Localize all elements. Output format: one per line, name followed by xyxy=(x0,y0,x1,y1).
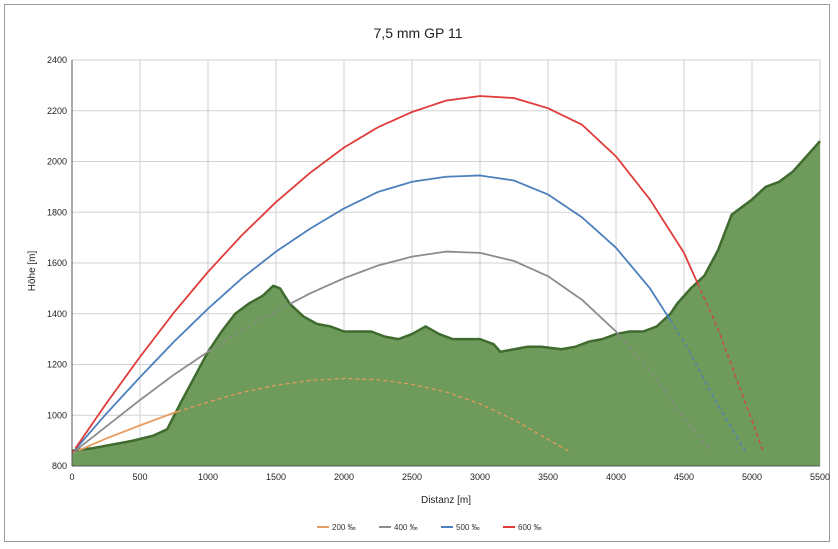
y-tick-label: 1800 xyxy=(47,207,67,217)
y-axis-label: Höhe [m] xyxy=(27,250,38,291)
x-tick-label: 500 xyxy=(132,472,147,482)
legend-label: 600 ‰ xyxy=(518,523,542,532)
x-tick-label: 1500 xyxy=(266,472,286,482)
x-tick-label: 5000 xyxy=(742,472,762,482)
x-tick-label: 3000 xyxy=(470,472,490,482)
x-tick-label: 2000 xyxy=(334,472,354,482)
chart-frame: 7,5 mm GP 11 0 500 1000 1500 2000 2500 3000 350… xyxy=(4,4,830,542)
series-line-hidden xyxy=(618,335,712,452)
y-tick-label: 2000 xyxy=(47,157,67,167)
series-line-hidden xyxy=(177,377,569,452)
y-tick-label: 1400 xyxy=(47,309,67,319)
legend-entry: 600 ‰ xyxy=(503,523,542,532)
x-tick-label: 4000 xyxy=(606,472,626,482)
series-line-visible xyxy=(78,410,178,452)
chart-legend: 200 ‰ 400 ‰ 500 ‰ 600 ‰ xyxy=(317,523,542,532)
series-line-visible xyxy=(74,95,699,449)
series-line-visible xyxy=(74,348,212,452)
chart-title: 7,5 mm GP 11 xyxy=(374,25,463,41)
series-4 xyxy=(71,95,764,454)
y-tick-label: 1000 xyxy=(47,410,67,420)
legend-label: 200 ‰ xyxy=(332,523,356,532)
legend-entry: 400 ‰ xyxy=(379,523,418,532)
chart-svg: 7,5 mm GP 11 0 500 1000 1500 2000 2500 3000 350… xyxy=(27,25,830,532)
series-line-hidden xyxy=(71,448,76,454)
legend-entry: 200 ‰ xyxy=(317,523,356,532)
series-line-visible xyxy=(289,250,621,337)
terrain-layer xyxy=(71,140,821,466)
series-line-visible xyxy=(74,174,672,450)
series-line-hidden xyxy=(697,283,764,451)
x-tick-label: 5500 xyxy=(810,472,830,482)
series-line-hidden xyxy=(211,303,290,351)
legend-label: 400 ‰ xyxy=(394,523,418,532)
terrain-area xyxy=(72,141,820,466)
x-tick-label: 0 xyxy=(69,472,74,482)
y-tick-label: 2400 xyxy=(47,55,67,65)
x-axis-label: Distanz [m] xyxy=(421,495,471,506)
y-tick-label: 800 xyxy=(52,461,67,471)
tick-labels: 0 500 1000 1500 2000 2500 3000 3500 4000 4500 5000… xyxy=(47,55,830,482)
x-tick-label: 2500 xyxy=(402,472,422,482)
legend-entry: 500 ‰ xyxy=(441,523,480,532)
x-tick-label: 4500 xyxy=(674,472,694,482)
x-tick-label: 1000 xyxy=(198,472,218,482)
y-tick-label: 1600 xyxy=(47,258,67,268)
series-line-hidden xyxy=(669,320,746,452)
legend-label: 500 ‰ xyxy=(456,523,480,532)
y-tick-label: 1200 xyxy=(47,360,67,370)
chart-axes xyxy=(71,60,820,467)
y-tick-label: 2200 xyxy=(47,106,67,116)
series-layer xyxy=(71,95,764,454)
x-tick-label: 3500 xyxy=(538,472,558,482)
terrain-profile-line xyxy=(71,140,821,453)
